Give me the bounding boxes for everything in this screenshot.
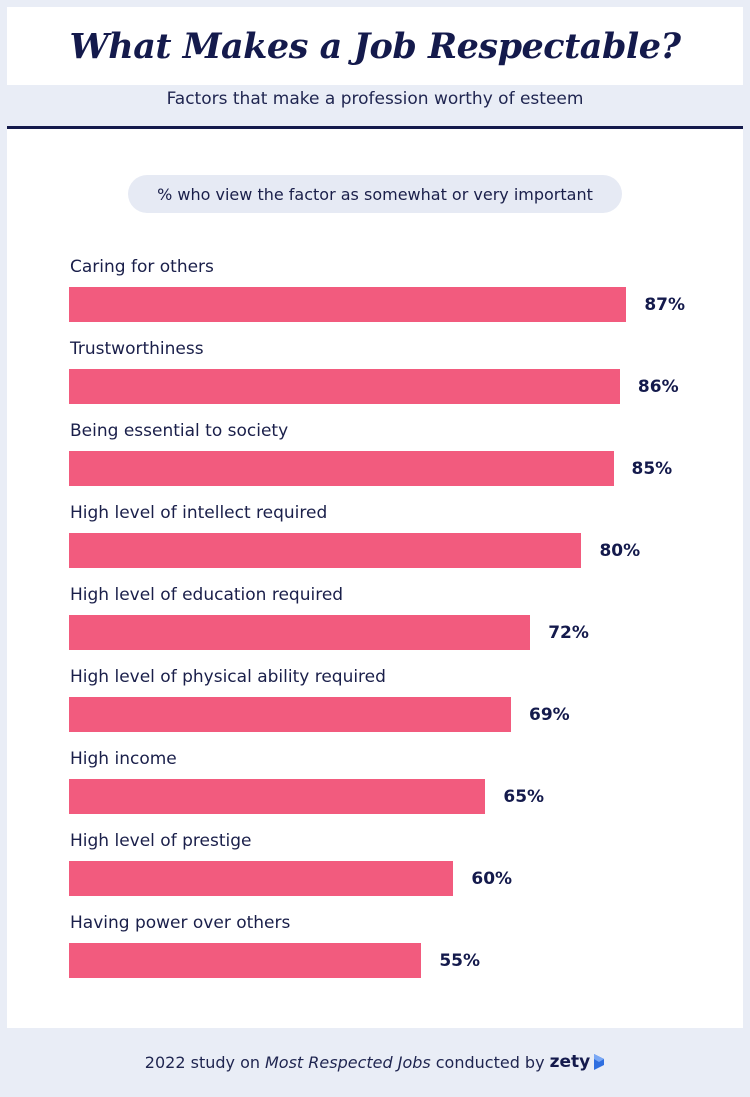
bar-value-label: 80% [599, 541, 641, 561]
bar-value-label: 72% [548, 623, 589, 643]
bar-category-label: Having power over others [70, 913, 291, 933]
chart-subtitle: Factors that make a profession worthy of… [166, 89, 584, 109]
bar-value-label: 87% [644, 295, 686, 315]
bar-value-label: 55% [439, 951, 481, 971]
chart-title: What Makes a Job Respectable? [69, 25, 681, 67]
measure-pill: % who view the factor as somewhat or ver… [128, 175, 622, 213]
bar [69, 943, 422, 978]
bar-value-label: 60% [471, 869, 513, 889]
bar-category-label: High level of intellect required [70, 503, 328, 523]
bar-group: Having power over others 55% [7, 913, 743, 995]
bar-category-label: High level of physical ability required [70, 667, 386, 687]
bar [69, 533, 582, 568]
bar-group: High income 65% [7, 749, 743, 831]
bar-group: High level of education required 72% [7, 585, 743, 667]
footer-suffix: conducted by [435, 1052, 545, 1072]
brand-logo-text: zety [549, 1052, 591, 1072]
bar-value-label: 85% [631, 459, 673, 479]
chart-card: % who view the factor as somewhat or ver… [7, 126, 743, 1028]
bar [69, 615, 531, 650]
bar-group: Trustworthiness 86% [7, 339, 743, 421]
bar [69, 779, 486, 814]
bar-value-label: 86% [637, 377, 679, 397]
bar-value-label: 65% [503, 787, 545, 807]
bar-category-label: High level of education required [70, 585, 344, 605]
bar-group: High level of physical ability required 6… [7, 667, 743, 749]
bar-group: High level of intellect required 80% [7, 503, 743, 585]
footer-prefix: 2022 study on [144, 1052, 260, 1072]
brand-logo-icon [594, 1054, 605, 1070]
bar-category-label: Trustworthiness [70, 339, 204, 359]
bar-category-label: Caring for others [70, 257, 214, 277]
bar-category-label: High level of prestige [70, 831, 252, 851]
bar-category-label: High income [70, 749, 177, 769]
bar [69, 697, 511, 732]
bar [69, 451, 614, 486]
footer: 2022 study on Most Respected Jobs conduc… [0, 1052, 750, 1072]
bar-value-label: 69% [529, 705, 570, 725]
bar [69, 287, 627, 322]
bar-group: Being essential to society 85% [7, 421, 743, 503]
bar [69, 861, 454, 896]
bar-group: Caring for others 87% [7, 257, 743, 339]
bar [69, 369, 620, 404]
title-box: What Makes a Job Respectable? [7, 7, 743, 85]
bar-group: High level of prestige 60% [7, 831, 743, 913]
footer-study-name: Most Respected Jobs [265, 1052, 431, 1072]
bar-category-label: Being essential to society [70, 421, 289, 441]
